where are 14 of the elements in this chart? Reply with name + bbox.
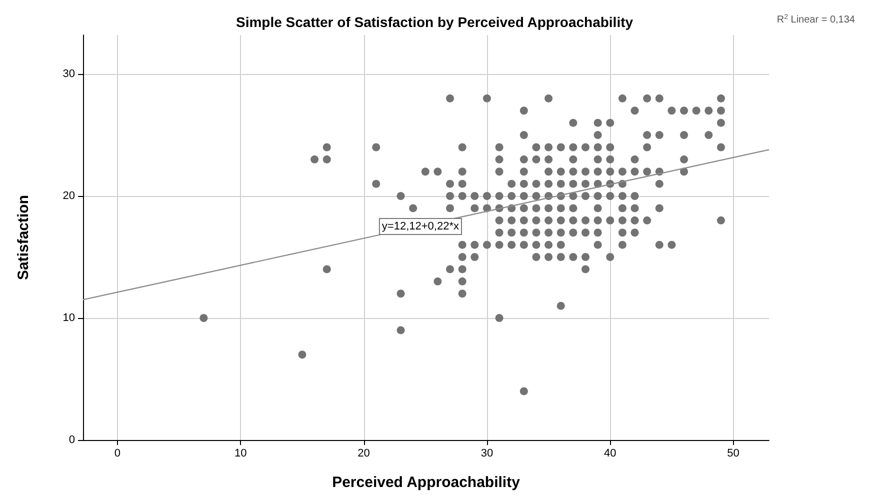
annotation: y=12,12+0,22*x bbox=[382, 220, 460, 233]
x-axis-title: Perceived Approachability bbox=[332, 474, 521, 491]
y-tick-label: 30 bbox=[62, 68, 75, 80]
x-tick-label: 10 bbox=[234, 448, 247, 460]
x-tick-label: 50 bbox=[727, 448, 740, 460]
x-tick-label: 20 bbox=[358, 448, 370, 460]
x-tick-label: 0 bbox=[114, 448, 121, 460]
y-tick-label: 10 bbox=[62, 312, 75, 324]
y-tick-label: 20 bbox=[62, 190, 75, 202]
chart-title: Simple Scatter of Satisfaction by Perceived Approachability bbox=[236, 14, 634, 30]
x-tick-label: 40 bbox=[604, 448, 616, 460]
y-tick-label: 0 bbox=[68, 434, 75, 446]
x-tick-label: 30 bbox=[480, 448, 494, 460]
y-axis-title: Satisfaction bbox=[15, 194, 32, 280]
